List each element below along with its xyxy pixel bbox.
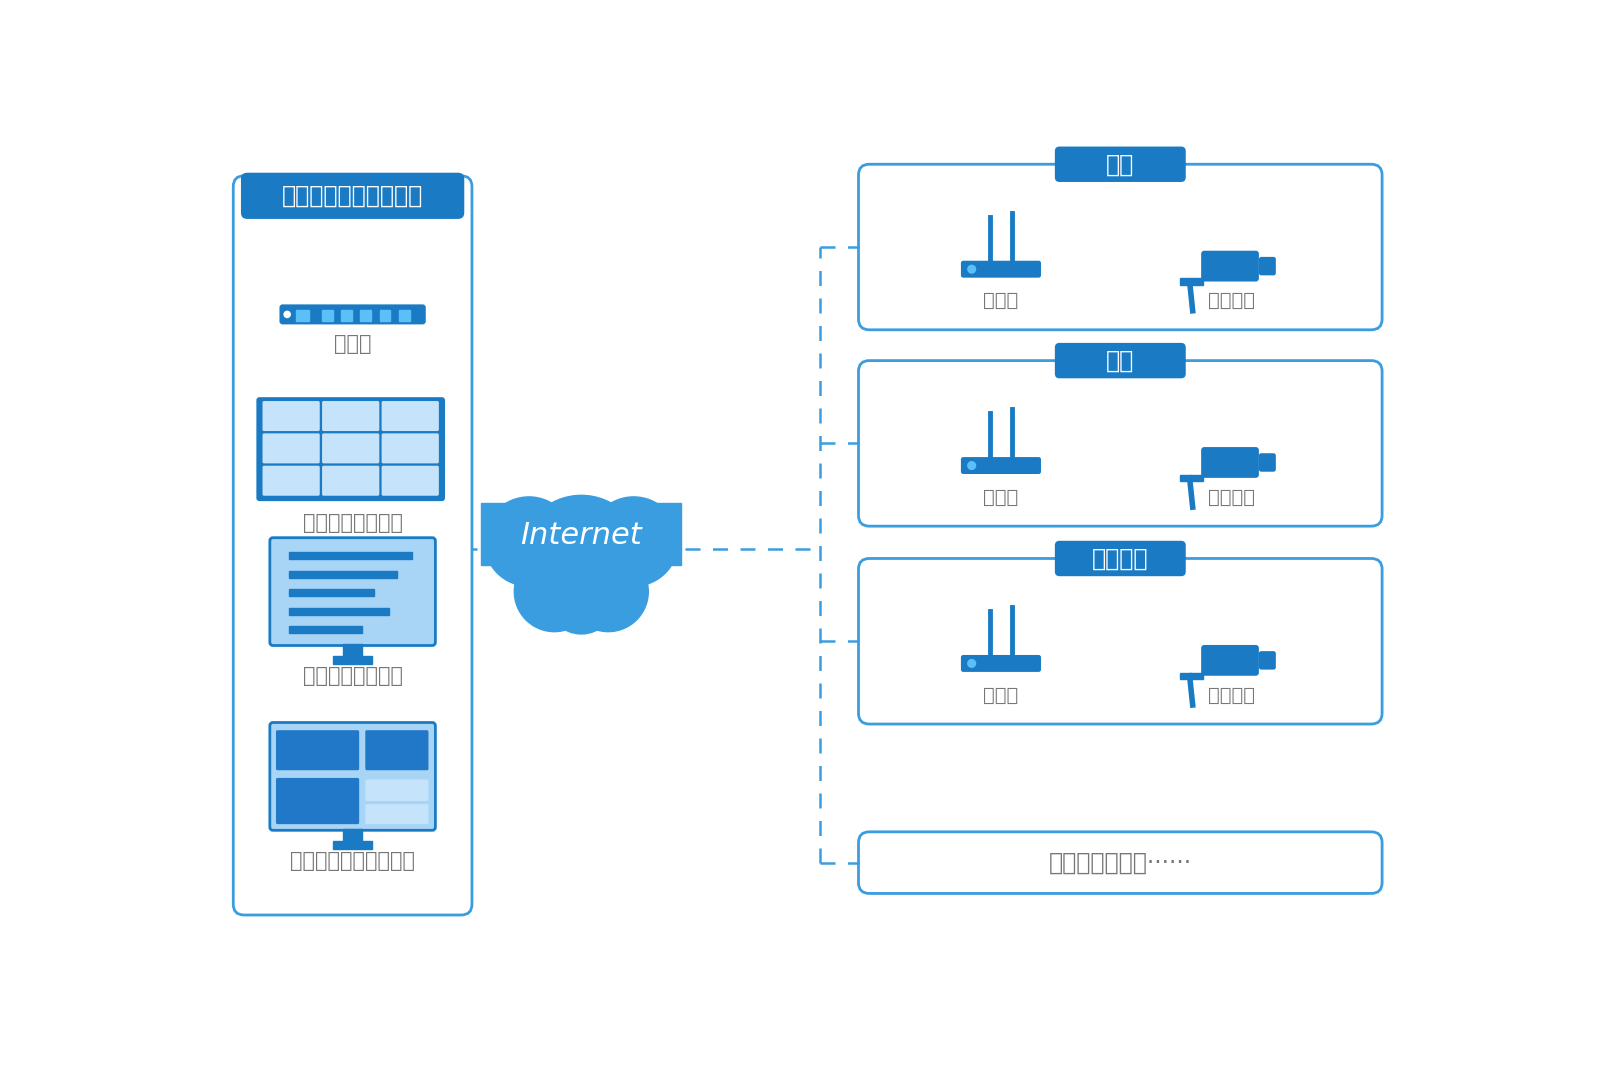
Circle shape: [520, 496, 643, 619]
Text: 监控设备: 监控设备: [1208, 292, 1256, 310]
Bar: [333, 657, 371, 664]
FancyBboxPatch shape: [1202, 645, 1259, 676]
Bar: [333, 841, 371, 849]
Circle shape: [968, 462, 976, 470]
FancyBboxPatch shape: [242, 173, 464, 219]
Text: Internet: Internet: [520, 521, 642, 550]
Bar: [290, 608, 389, 615]
Bar: [482, 503, 682, 565]
FancyBboxPatch shape: [365, 730, 429, 770]
Text: 车站: 车站: [1106, 349, 1134, 373]
Bar: [379, 310, 390, 321]
FancyBboxPatch shape: [280, 305, 426, 324]
Circle shape: [485, 497, 574, 586]
Circle shape: [568, 552, 648, 632]
Circle shape: [514, 552, 594, 632]
Text: 监控设备: 监控设备: [1208, 686, 1256, 704]
FancyBboxPatch shape: [365, 805, 429, 824]
Text: 路由器: 路由器: [984, 686, 1019, 704]
FancyBboxPatch shape: [859, 164, 1382, 329]
Text: 路由器: 路由器: [984, 292, 1019, 310]
Bar: [398, 310, 410, 321]
FancyBboxPatch shape: [270, 538, 435, 646]
Bar: [296, 310, 309, 321]
FancyBboxPatch shape: [1054, 342, 1186, 378]
Text: 车辆调度运营管理系统: 车辆调度运营管理系统: [290, 851, 414, 872]
FancyBboxPatch shape: [962, 457, 1042, 474]
FancyBboxPatch shape: [1259, 651, 1275, 670]
Circle shape: [589, 497, 678, 586]
FancyBboxPatch shape: [262, 401, 320, 431]
FancyBboxPatch shape: [275, 730, 358, 770]
Text: 各路段监控设备······: 各路段监控设备······: [1048, 851, 1192, 875]
FancyBboxPatch shape: [1259, 257, 1275, 275]
FancyBboxPatch shape: [322, 465, 379, 496]
Bar: [344, 828, 362, 842]
Text: 视频监控管理系统: 视频监控管理系统: [302, 513, 403, 532]
FancyBboxPatch shape: [322, 433, 379, 463]
Text: 监控设备: 监控设备: [1208, 488, 1256, 507]
FancyBboxPatch shape: [859, 361, 1382, 526]
Circle shape: [968, 660, 976, 667]
FancyBboxPatch shape: [962, 260, 1042, 278]
FancyBboxPatch shape: [859, 832, 1382, 893]
FancyBboxPatch shape: [1259, 454, 1275, 472]
Bar: [290, 590, 374, 596]
Bar: [322, 310, 333, 321]
FancyBboxPatch shape: [1054, 541, 1186, 577]
Bar: [344, 644, 362, 658]
Circle shape: [285, 311, 290, 318]
Bar: [290, 626, 362, 633]
Bar: [1181, 475, 1203, 481]
FancyBboxPatch shape: [270, 723, 435, 831]
Bar: [290, 571, 397, 578]
Bar: [290, 552, 413, 559]
FancyBboxPatch shape: [262, 465, 320, 496]
Circle shape: [968, 266, 976, 273]
Text: 路由器: 路由器: [334, 334, 371, 353]
Bar: [360, 310, 371, 321]
Text: 道路: 道路: [1106, 152, 1134, 176]
Text: 路由器: 路由器: [984, 488, 1019, 507]
FancyBboxPatch shape: [262, 433, 320, 463]
FancyBboxPatch shape: [382, 401, 438, 431]
Text: 电子站牌: 电子站牌: [1093, 546, 1149, 570]
FancyBboxPatch shape: [859, 558, 1382, 724]
FancyBboxPatch shape: [1202, 447, 1259, 477]
FancyBboxPatch shape: [365, 780, 429, 801]
FancyBboxPatch shape: [382, 465, 438, 496]
Bar: [1181, 673, 1203, 679]
FancyBboxPatch shape: [234, 176, 472, 915]
Text: 城市交通信息管理中心: 城市交通信息管理中心: [282, 184, 424, 207]
FancyBboxPatch shape: [275, 778, 358, 824]
FancyBboxPatch shape: [1054, 147, 1186, 181]
Bar: [1181, 279, 1203, 285]
FancyBboxPatch shape: [256, 397, 445, 501]
Text: 车载客流统计系统: 车载客流统计系统: [302, 666, 403, 686]
FancyBboxPatch shape: [1202, 251, 1259, 282]
FancyBboxPatch shape: [962, 654, 1042, 672]
Bar: [341, 310, 352, 321]
FancyBboxPatch shape: [322, 401, 379, 431]
Circle shape: [547, 565, 616, 634]
FancyBboxPatch shape: [382, 433, 438, 463]
